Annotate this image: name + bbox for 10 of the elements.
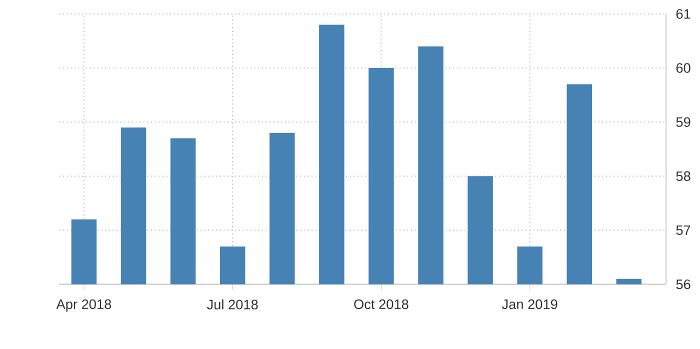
y-tick-label: 60 bbox=[676, 62, 690, 73]
y-tick-label: 59 bbox=[676, 117, 690, 127]
x-tick-label: Oct 2018 bbox=[354, 299, 408, 309]
x-tick-label: Jan 2019 bbox=[502, 299, 558, 309]
y-tick-label: 57 bbox=[676, 225, 690, 235]
y-tick-label: 61 bbox=[676, 8, 690, 19]
y-tick-label: 58 bbox=[676, 171, 690, 181]
x-tick-label: Jul 2018 bbox=[207, 299, 258, 310]
y-tick-label: 56 bbox=[676, 279, 690, 289]
x-tick-label: Apr 2018 bbox=[56, 299, 112, 312]
